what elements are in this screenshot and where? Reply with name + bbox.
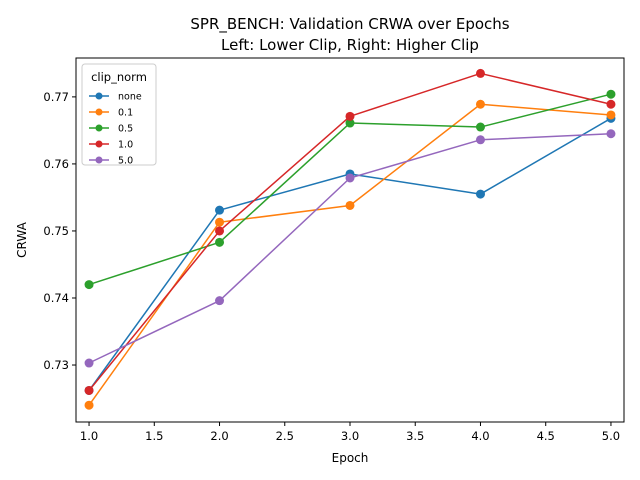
data-point	[475, 135, 485, 145]
data-point	[215, 237, 225, 247]
data-point	[84, 280, 94, 290]
y-tick-label: 0.73	[43, 358, 69, 372]
y-tick-label: 0.75	[43, 224, 69, 238]
legend-swatch-marker	[95, 140, 103, 148]
legend-swatch-marker	[95, 156, 103, 164]
x-tick-label: 1.5	[145, 429, 163, 443]
data-point	[475, 68, 485, 78]
y-axis-ticks: 0.73 0.74 0.75 0.76 0.77	[43, 90, 76, 372]
data-point	[84, 385, 94, 395]
data-point	[215, 205, 225, 215]
y-tick-label: 0.74	[43, 291, 69, 305]
series-layer	[84, 68, 616, 410]
data-point	[606, 129, 616, 139]
legend-item: 0.1	[89, 108, 133, 119]
data-point	[345, 111, 355, 121]
legend-title: clip_norm	[91, 70, 147, 84]
legend-items: none 0.1 0.5 1.0 5.0	[89, 92, 142, 167]
data-point	[475, 99, 485, 109]
y-tick-label: 0.76	[43, 157, 69, 171]
data-point	[606, 99, 616, 109]
series-0.5	[84, 89, 616, 290]
legend-swatch-marker	[95, 124, 103, 132]
legend-item: 0.5	[89, 124, 133, 135]
legend-item: none	[89, 92, 142, 103]
legend: clip_norm none 0.1 0.5 1.0 5.0	[81, 63, 157, 167]
data-point	[475, 122, 485, 132]
x-axis-label: Epoch	[332, 451, 369, 465]
legend-label: 0.1	[118, 108, 133, 119]
legend-label: none	[118, 92, 142, 103]
x-tick-label: 2.5	[276, 429, 294, 443]
legend-swatch-marker	[95, 108, 103, 116]
data-point	[475, 189, 485, 199]
data-point	[345, 173, 355, 183]
chart-title-line-1: SPR_BENCH: Validation CRWA over Epochs	[190, 15, 509, 34]
series-5.0	[84, 129, 616, 368]
legend-item: 1.0	[89, 140, 133, 151]
y-axis-label: CRWA	[15, 221, 29, 257]
x-tick-label: 5.0	[602, 429, 620, 443]
data-point	[345, 200, 355, 210]
x-tick-label: 4.0	[471, 429, 489, 443]
data-point	[215, 226, 225, 236]
legend-label: 5.0	[118, 156, 133, 167]
x-tick-label: 2.0	[210, 429, 228, 443]
data-point	[84, 358, 94, 368]
x-axis-ticks: 1.0 1.5 2.0 2.5 3.0 3.5 4.0 4.5 5.0	[80, 422, 620, 443]
plot-frame	[75, 57, 625, 423]
data-point	[215, 217, 225, 227]
series-1.0	[84, 68, 616, 395]
data-point	[84, 400, 94, 410]
data-point	[606, 89, 616, 99]
x-tick-label: 3.0	[341, 429, 359, 443]
legend-box	[81, 63, 157, 166]
data-point	[215, 296, 225, 306]
legend-label: 1.0	[118, 140, 133, 151]
y-tick-label: 0.77	[43, 90, 69, 104]
legend-item: 5.0	[89, 156, 133, 167]
data-point	[345, 118, 355, 128]
data-point	[606, 110, 616, 120]
x-tick-label: 3.5	[406, 429, 424, 443]
legend-label: 0.5	[118, 124, 133, 135]
x-tick-label: 1.0	[80, 429, 98, 443]
legend-swatch-marker	[95, 92, 103, 100]
chart-title-line-2: Left: Lower Clip, Right: Higher Clip	[221, 36, 479, 54]
x-tick-label: 4.5	[537, 429, 555, 443]
